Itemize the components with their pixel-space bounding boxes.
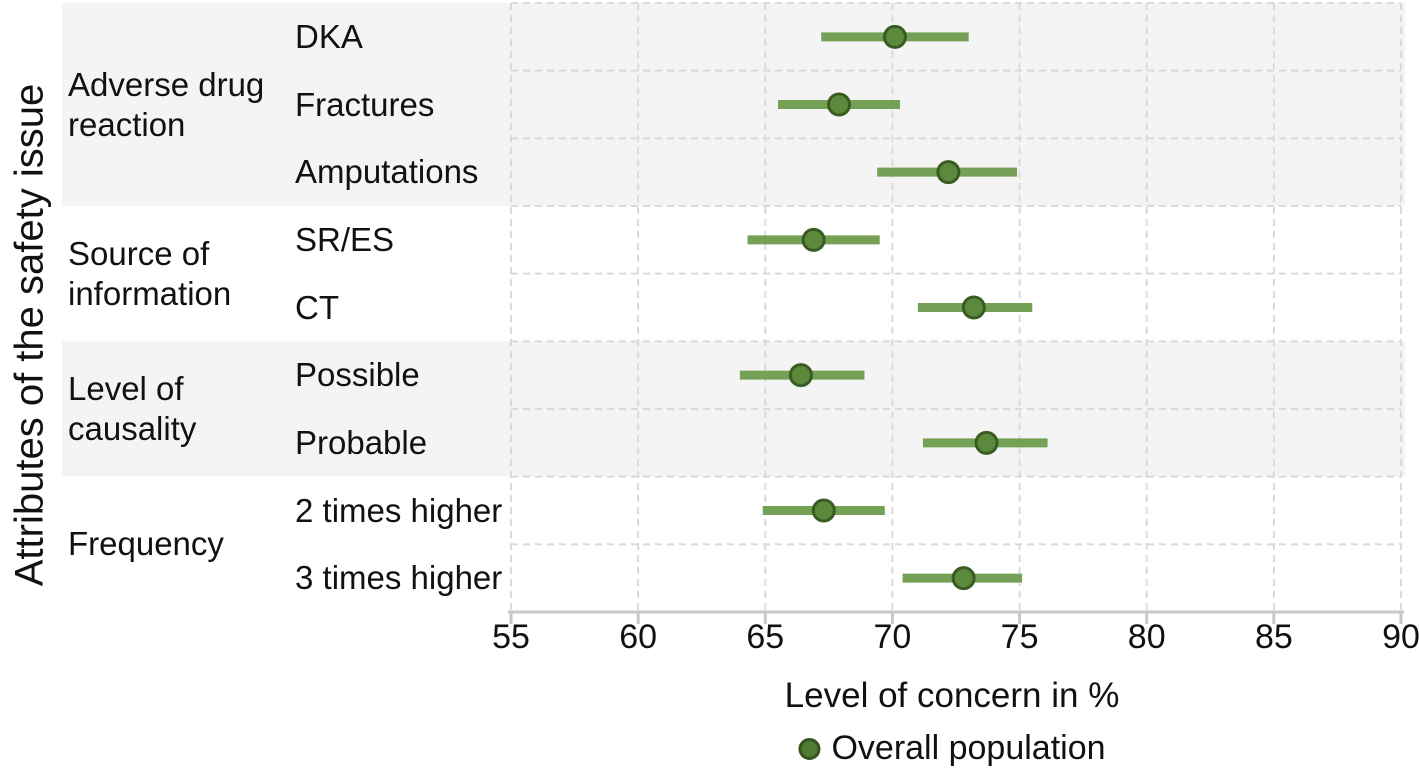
row-label: DKA	[295, 17, 363, 55]
x-tick-label: 75	[1001, 618, 1039, 656]
row-label: Amputations	[295, 153, 479, 191]
row-label: 2 times higher	[295, 491, 503, 529]
legend: Overall population	[798, 729, 1106, 768]
group-label: Level of causality	[68, 369, 197, 447]
row-label: Fractures	[295, 85, 435, 123]
point-marker	[936, 160, 961, 185]
point-marker	[951, 566, 976, 591]
row-label: Possible	[295, 356, 420, 394]
legend-label: Overall population	[831, 729, 1106, 767]
point-marker	[827, 92, 852, 117]
row-label: CT	[295, 288, 339, 326]
x-tick-label: 65	[746, 618, 784, 656]
x-tick-label: 85	[1255, 618, 1293, 656]
point-marker	[788, 363, 813, 388]
x-tick-label: 90	[1382, 618, 1419, 656]
legend-dot-icon	[798, 737, 821, 760]
x-tick-label: 70	[874, 618, 912, 656]
row-label: SR/ES	[295, 220, 395, 258]
group-label: Adverse drug reaction	[68, 65, 265, 143]
row-label: 3 times higher	[295, 559, 503, 597]
point-marker	[811, 498, 836, 523]
point-marker	[801, 227, 826, 252]
x-tick-label: 80	[1128, 618, 1166, 656]
point-marker	[882, 24, 907, 49]
row-label: Probable	[295, 423, 428, 461]
x-tick-label: 60	[619, 618, 657, 656]
x-tick-label: 55	[492, 618, 530, 656]
group-label: Source of information	[68, 234, 232, 312]
group-band	[62, 3, 1405, 206]
group-label: Frequency	[68, 525, 224, 563]
x-axis-title: Level of concern in %	[784, 676, 1120, 715]
point-marker	[961, 295, 986, 320]
point-marker	[974, 430, 999, 455]
